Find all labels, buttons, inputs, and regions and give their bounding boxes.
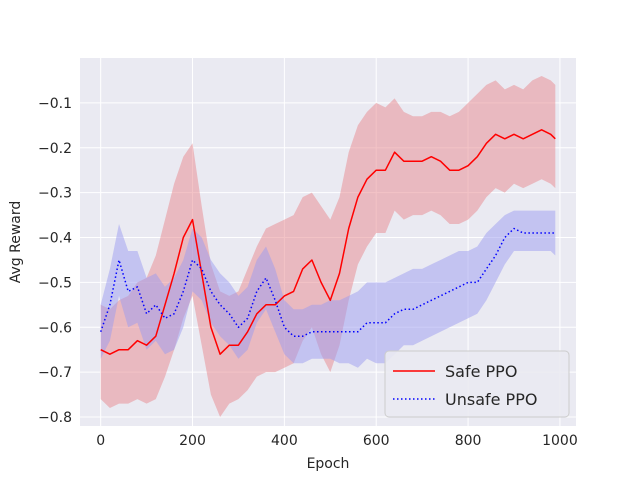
y-tick-label: −0.3	[38, 186, 72, 202]
safe-ppo-band	[100, 76, 556, 417]
confidence-bands	[100, 76, 556, 417]
unsafe-ppo-line	[99, 227, 556, 337]
safe-ppo-line	[100, 129, 556, 355]
y-tick-label: −0.6	[38, 320, 72, 336]
y-tick-label: −0.8	[38, 410, 72, 426]
x-tick-label: 400	[271, 433, 298, 449]
legend: Safe PPO Unsafe PPO	[384, 350, 570, 418]
y-tick-label: −0.5	[38, 275, 72, 291]
y-tick-label: −0.7	[38, 365, 72, 381]
x-tick-label: 1000	[542, 433, 578, 449]
y-tick-labels: −0.1 −0.2 −0.3 −0.4 −0.5 −0.6 −0.7 −0.8	[38, 96, 72, 426]
safe-ppo-legend-label: Safe PPO	[445, 362, 517, 381]
x-tick-label: 600	[363, 433, 390, 449]
y-tick-label: −0.2	[38, 141, 72, 157]
legend-box	[384, 350, 570, 418]
x-axis-label: Epoch	[307, 456, 350, 472]
unsafe-ppo-legend-label: Unsafe PPO	[445, 390, 537, 409]
unsafe-ppo-band	[100, 210, 556, 368]
x-tick-labels: 0 200 400 600 800 1000	[96, 433, 578, 449]
y-axis-label: Avg Reward	[8, 201, 24, 284]
series-lines	[99, 129, 556, 355]
x-tick-label: 800	[455, 433, 482, 449]
y-tick-label: −0.1	[38, 96, 72, 112]
x-tick-label: 200	[179, 433, 206, 449]
y-tick-label: −0.4	[38, 231, 72, 247]
x-tick-label: 0	[96, 433, 105, 449]
